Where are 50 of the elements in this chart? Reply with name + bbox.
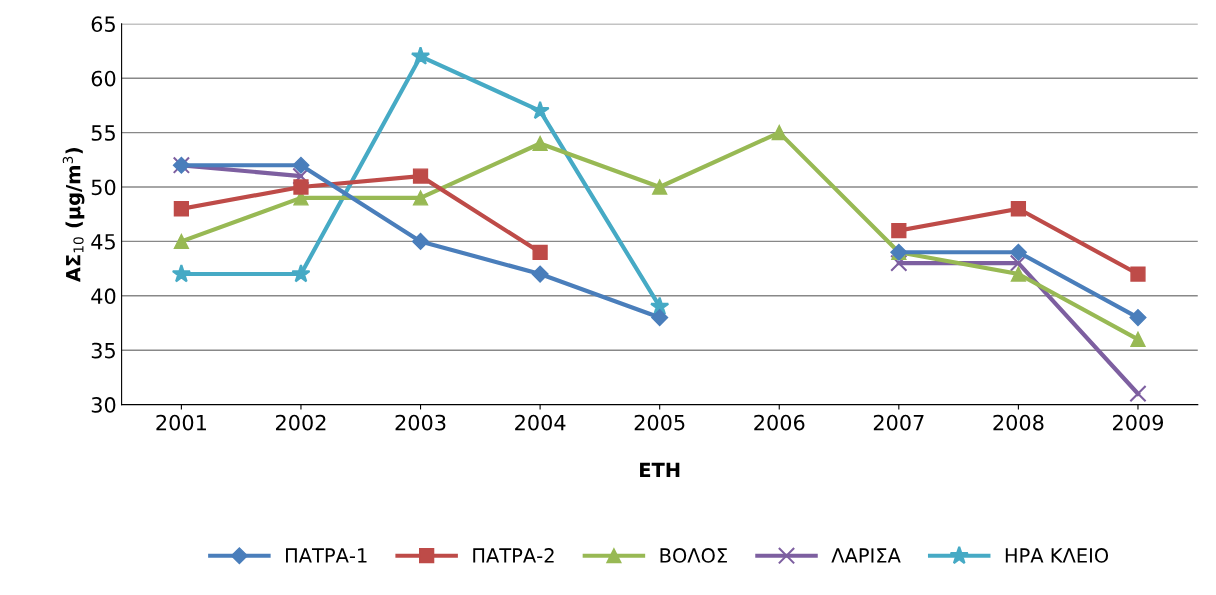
point	[292, 156, 310, 174]
point	[1129, 309, 1147, 327]
point	[530, 100, 550, 120]
legend-label: ΗΡΑ ΚΛΕΙΟ	[1005, 548, 1109, 563]
point	[293, 179, 309, 195]
point	[171, 263, 192, 283]
point	[532, 244, 548, 260]
x-tick-label: 2008	[993, 414, 1044, 431]
point	[412, 190, 429, 206]
point	[173, 233, 190, 250]
legend-label: ΛΑΡΙΣΑ	[831, 548, 901, 563]
point	[651, 309, 669, 327]
x-tick-label: 2001	[156, 414, 206, 431]
point	[532, 135, 548, 152]
point	[1009, 243, 1027, 261]
y-tick-label: 65	[91, 16, 115, 33]
y-tick-label: 60	[91, 70, 116, 87]
point	[1010, 266, 1027, 282]
x-axis-title: ΕΤΗ	[640, 462, 680, 478]
point	[890, 254, 908, 272]
y-tick-label: 50	[91, 179, 116, 196]
legend-label: ΠΑΤΡΑ-2	[473, 548, 554, 563]
point	[1010, 201, 1027, 217]
y-tick-label: 40	[91, 288, 116, 305]
point	[531, 265, 549, 283]
point	[891, 222, 907, 239]
y-tick-label: 55	[91, 125, 115, 141]
y-axis-title: ΑΣ$_{10}$ (μg/m$^{3}$)	[62, 147, 85, 283]
point	[1129, 385, 1147, 403]
point	[652, 179, 668, 195]
x-tick-label: 2006	[754, 414, 805, 431]
x-tick-label: 2009	[1112, 414, 1164, 431]
point	[1130, 266, 1146, 282]
legend-label: ΠΑΤΡΑ-1	[286, 548, 367, 563]
point	[291, 263, 311, 283]
legend-label: ΒΟΛΟΣ	[660, 548, 727, 563]
x-tick-label: 2004	[515, 414, 566, 431]
x-tick-label: 2002	[275, 414, 326, 431]
x-tick-label: 2003	[395, 414, 446, 431]
y-tick-label: 45	[91, 234, 115, 250]
y-tick-label: 30	[91, 397, 116, 413]
point	[771, 124, 787, 141]
point	[411, 232, 430, 250]
point	[173, 201, 190, 217]
x-tick-label: 2007	[873, 414, 924, 431]
point	[1130, 331, 1146, 347]
point	[410, 46, 431, 65]
y-tick-label: 35	[91, 342, 115, 359]
point	[412, 168, 429, 184]
x-tick-label: 2005	[634, 414, 685, 431]
